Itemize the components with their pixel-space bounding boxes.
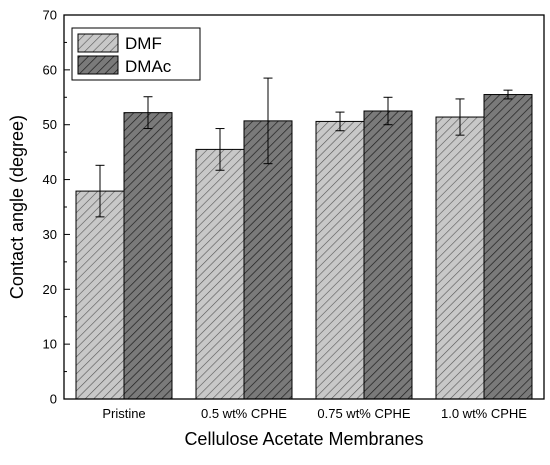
error-bar-dmf-0 — [95, 164, 105, 218]
error-bar-dmac-3 — [503, 89, 513, 100]
y-tick-label-5: 50 — [43, 117, 57, 132]
y-tick-label-1: 10 — [43, 337, 57, 352]
y-tick-label-2: 20 — [43, 282, 57, 297]
bar-dmf-1 — [195, 148, 245, 400]
y-tick-label-4: 40 — [43, 172, 57, 187]
legend-label-dmac: DMAc — [125, 57, 172, 76]
error-bar-dmf-2 — [335, 111, 345, 132]
error-bar-dmac-1 — [263, 77, 273, 165]
x-tick-label-0: Pristine — [102, 406, 145, 421]
legend-swatch-dmf — [77, 33, 119, 53]
y-tick-label-0: 0 — [50, 392, 57, 407]
x-tick-label-2: 0.75 wt% CPHE — [317, 406, 411, 421]
bar-dmac-1 — [243, 120, 293, 400]
x-axis: Pristine 0.5 wt% CPHE 0.75 wt% CPHE 1.0 wt%… — [102, 394, 527, 421]
error-bars-layer — [95, 77, 513, 218]
legend-label-dmf: DMF — [125, 34, 162, 53]
x-tick-label-1: 0.5 wt% CPHE — [201, 406, 287, 421]
y-axis-title: Contact angle (degree) — [7, 115, 27, 299]
error-bar-dmf-1 — [215, 128, 225, 171]
error-bar-dmf-3 — [455, 98, 465, 136]
y-tick-label-3: 30 — [43, 227, 57, 242]
x-tick-label-3: 1.0 wt% CPHE — [441, 406, 527, 421]
error-bar-dmac-2 — [383, 96, 393, 126]
x-axis-title: Cellulose Acetate Membranes — [184, 429, 423, 449]
error-bar-dmac-0 — [143, 96, 153, 130]
bar-dmac-3 — [483, 94, 533, 400]
bar-dmac-0 — [123, 112, 173, 400]
y-axis: 0 10 20 30 40 50 60 70 — [43, 8, 70, 407]
legend: DMF DMAc — [71, 27, 201, 81]
legend-swatch-dmac — [77, 55, 119, 75]
bar-dmf-2 — [315, 120, 365, 400]
bar-dmf-0 — [75, 190, 125, 400]
bars-layer — [75, 94, 533, 400]
bar-dmf-3 — [435, 116, 485, 400]
y-tick-label-6: 60 — [43, 62, 57, 77]
bar-dmac-2 — [363, 110, 413, 400]
y-tick-label-7: 70 — [43, 8, 57, 23]
